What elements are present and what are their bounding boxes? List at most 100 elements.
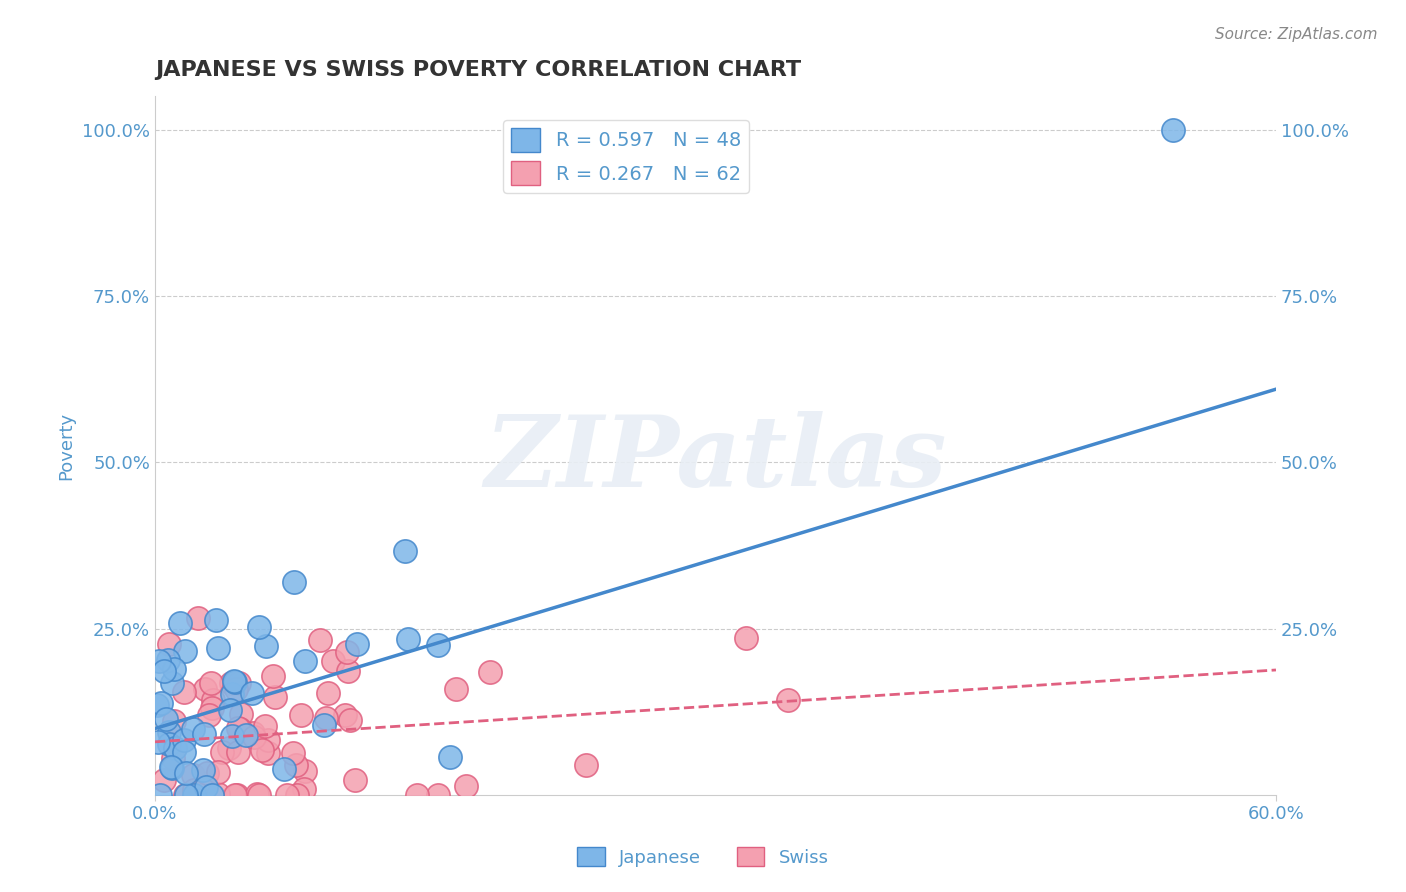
Point [247, 788, 270, 802]
Point [219, 703, 242, 717]
Point [201, 788, 224, 802]
Point [394, 543, 416, 558]
Point [155, 712, 177, 726]
Point [1161, 122, 1184, 136]
Point [294, 655, 316, 669]
Point [254, 639, 277, 653]
Point [283, 575, 305, 590]
Point [183, 768, 205, 782]
Point [173, 745, 195, 759]
Point [146, 735, 169, 749]
Point [309, 632, 332, 647]
Point [315, 711, 337, 725]
Point [224, 675, 246, 690]
Point [285, 788, 308, 802]
Point [195, 780, 218, 794]
Point [312, 718, 335, 732]
Point [193, 726, 215, 740]
Point [246, 788, 269, 802]
Point [202, 693, 225, 707]
Point [149, 788, 172, 802]
Point [228, 676, 250, 690]
Point [218, 740, 240, 755]
Point [221, 687, 243, 701]
Point [207, 787, 229, 801]
Point [257, 747, 280, 761]
Point [201, 701, 224, 715]
Point [221, 729, 243, 743]
Point [159, 760, 181, 774]
Point [229, 722, 252, 736]
Point [160, 675, 183, 690]
Point [195, 765, 218, 780]
Point [439, 749, 461, 764]
Point [427, 638, 450, 652]
Point [207, 765, 229, 780]
Point [156, 653, 179, 667]
Point [226, 721, 249, 735]
Point [335, 645, 357, 659]
Point [478, 665, 501, 680]
Point [322, 654, 344, 668]
Point [183, 723, 205, 737]
Point [405, 788, 427, 802]
Point [734, 631, 756, 645]
Point [292, 781, 315, 796]
Point [157, 737, 180, 751]
Point [263, 690, 285, 705]
Point [444, 682, 467, 697]
Point [207, 640, 229, 655]
Point [200, 676, 222, 690]
Point [183, 788, 205, 802]
Text: JAPANESE VS SWISS POVERTY CORRELATION CHART: JAPANESE VS SWISS POVERTY CORRELATION CH… [155, 60, 801, 79]
Point [575, 757, 598, 772]
Text: Source: ZipAtlas.com: Source: ZipAtlas.com [1215, 27, 1378, 42]
Point [242, 726, 264, 740]
Point [456, 779, 478, 793]
Point [276, 788, 298, 802]
Point [226, 788, 249, 802]
Point [148, 654, 170, 668]
Point [240, 686, 263, 700]
Point [226, 745, 249, 759]
Point [163, 714, 186, 728]
Point [163, 662, 186, 676]
Point [225, 682, 247, 697]
Point [174, 788, 197, 802]
Point [173, 733, 195, 747]
Point [281, 746, 304, 760]
Point [396, 632, 419, 646]
Point [333, 708, 356, 723]
Point [194, 681, 217, 696]
Point [146, 698, 169, 712]
Point [257, 733, 280, 747]
Point [778, 692, 800, 706]
Point [427, 788, 450, 802]
Point [224, 788, 246, 802]
Point [153, 772, 176, 787]
Point [262, 669, 284, 683]
Point [174, 788, 197, 802]
Point [247, 620, 270, 634]
Point [191, 763, 214, 777]
Point [176, 765, 198, 780]
Point [165, 741, 187, 756]
Point [222, 673, 245, 688]
Point [250, 743, 273, 757]
Point [173, 684, 195, 698]
Point [231, 707, 253, 722]
Point [346, 637, 368, 651]
Point [174, 643, 197, 657]
Point [159, 637, 181, 651]
Point [162, 751, 184, 765]
Point [344, 773, 367, 788]
Point [157, 725, 180, 739]
Point [253, 719, 276, 733]
Point [204, 613, 226, 627]
Point [316, 686, 339, 700]
Point [290, 707, 312, 722]
Text: ZIPatlas: ZIPatlas [484, 411, 946, 508]
Point [169, 615, 191, 630]
Point [235, 728, 257, 742]
Point [211, 745, 233, 759]
